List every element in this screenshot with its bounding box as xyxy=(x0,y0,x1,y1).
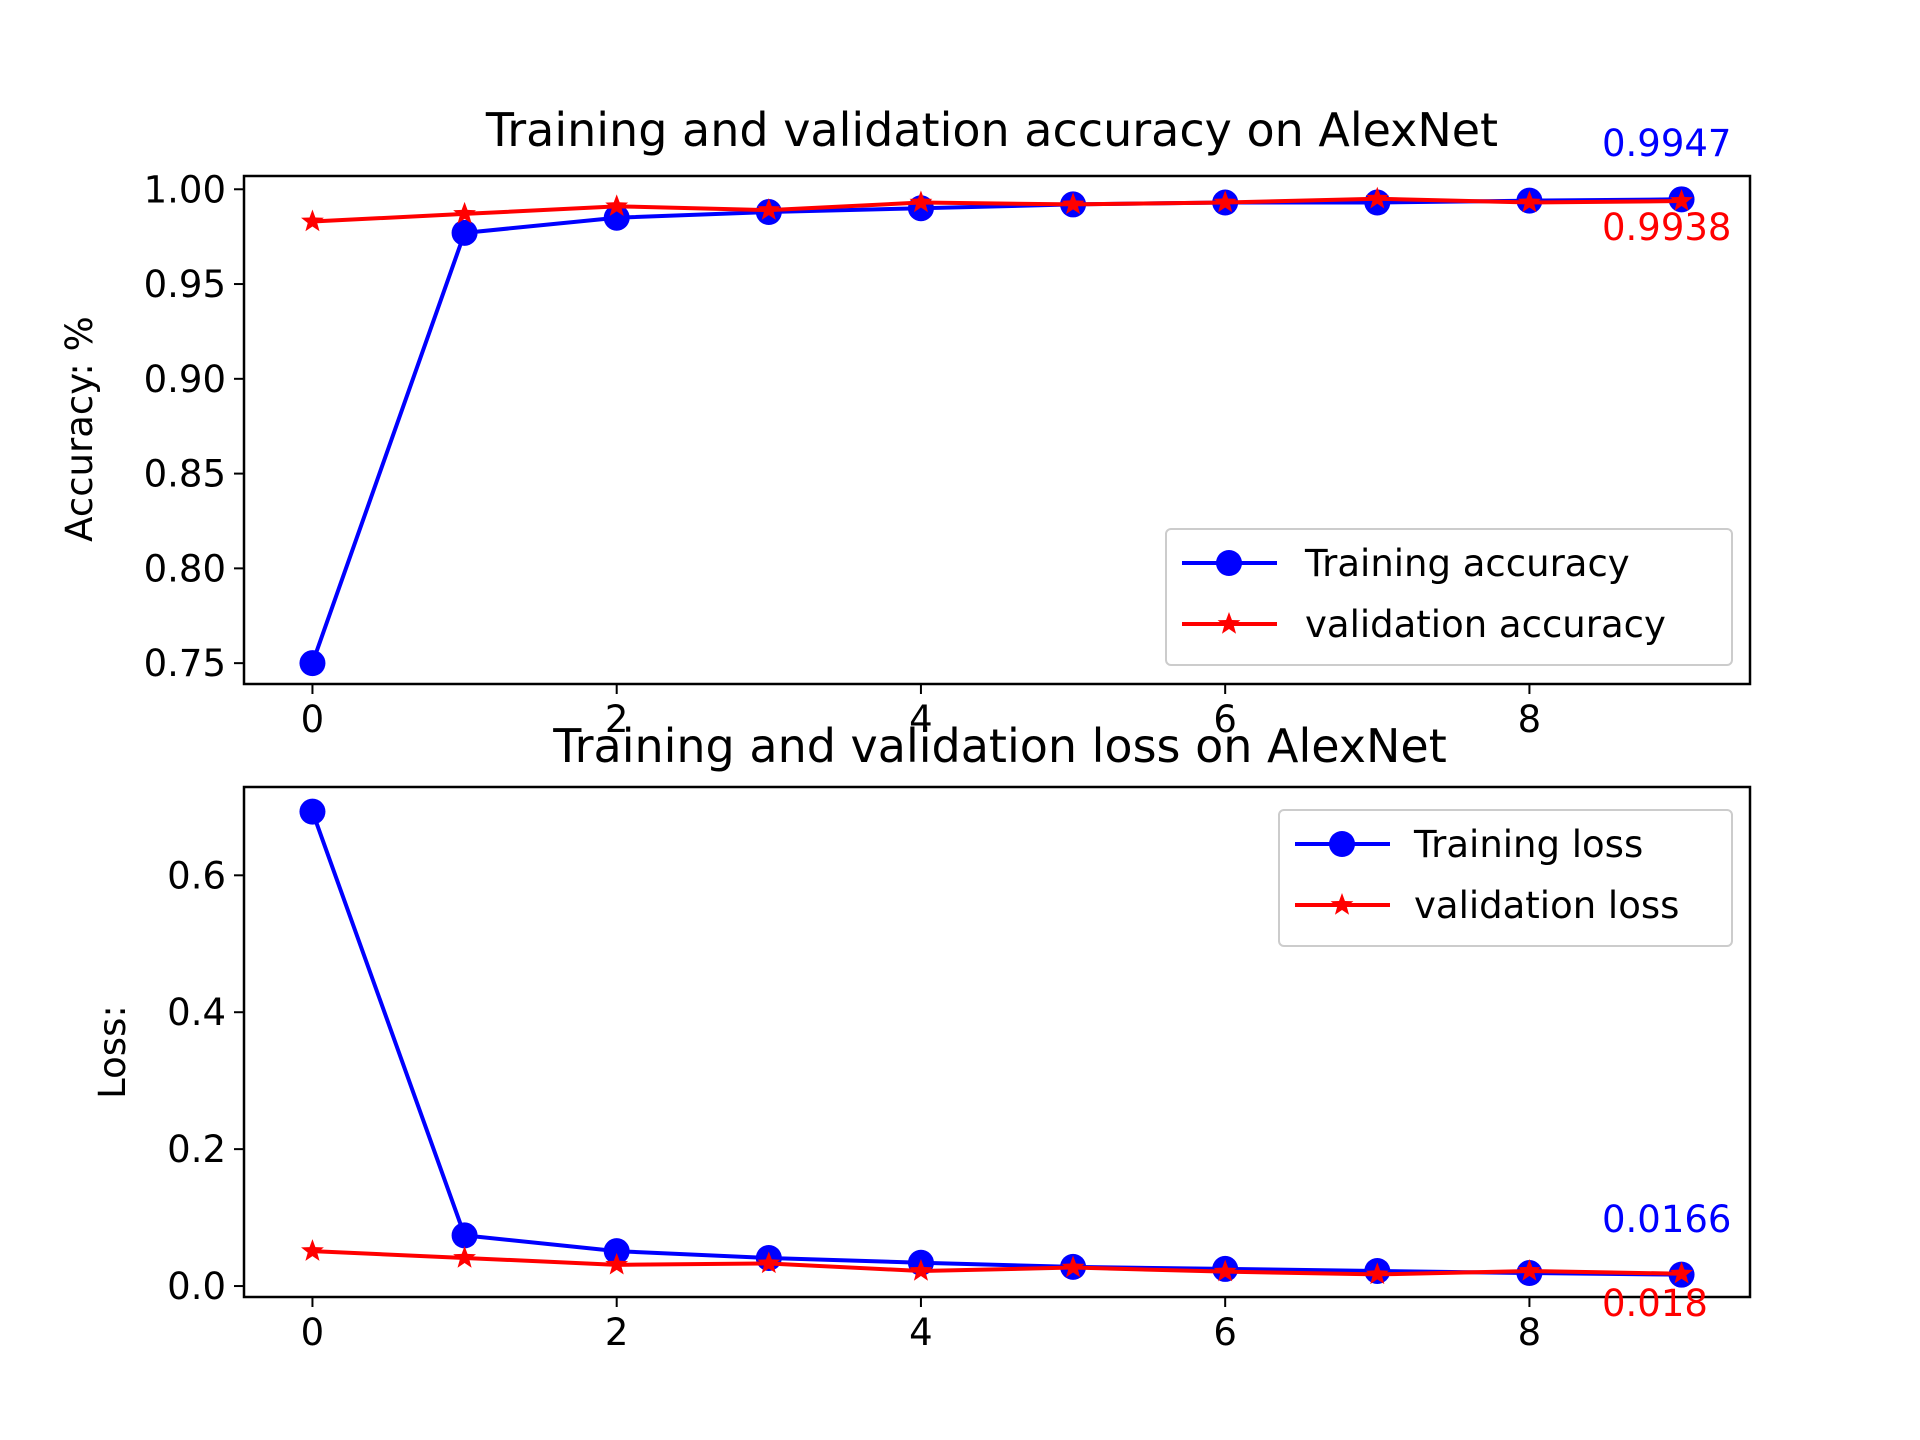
validation-loss-point xyxy=(605,1252,629,1275)
legend-validation-loss-marker xyxy=(1330,893,1354,915)
y-tick-label: 0.90 xyxy=(144,358,226,401)
legend-validation-accuracy-label: validation accuracy xyxy=(1305,603,1666,646)
training-accuracy-point xyxy=(451,219,478,246)
axes-frame xyxy=(242,174,1752,686)
loss-chart-title: Training and validation loss on AlexNet xyxy=(552,719,1447,773)
y-tick-label: 0.2 xyxy=(167,1128,226,1171)
y-tick-label: 0.80 xyxy=(144,547,226,590)
y-tick-label: 0.95 xyxy=(144,263,226,306)
validation-accuracy-point xyxy=(1518,190,1541,213)
x-tick-label: 6 xyxy=(1213,1311,1237,1354)
validation-accuracy-point xyxy=(909,190,933,213)
validation-accuracy-final-annotation: 0.9938 xyxy=(1602,206,1731,249)
validation-loss-point xyxy=(1061,1255,1085,1278)
validation-accuracy-point xyxy=(757,198,781,220)
validation-accuracy-line xyxy=(312,196,1682,224)
legend-training-accuracy-marker xyxy=(1216,550,1242,576)
validation-accuracy-point xyxy=(301,209,324,232)
validation-loss-final-annotation: 0.018 xyxy=(1602,1282,1708,1325)
legend-validation-accuracy-marker xyxy=(1217,612,1241,634)
training-accuracy-final-annotation: 0.9947 xyxy=(1602,122,1731,165)
loss-plot-area: 0 2 4 6 8 0.0 0.2 0.4 0.6 xyxy=(167,785,1752,1354)
x-tick-label: 8 xyxy=(1518,1311,1542,1354)
validation-loss-point xyxy=(1518,1258,1541,1281)
validation-accuracy-point xyxy=(1061,192,1085,215)
accuracy-legend-frame xyxy=(1165,528,1733,666)
legend-training-loss-label: Training loss xyxy=(1413,823,1643,866)
x-tick-label: 0 xyxy=(301,1311,325,1354)
x-tick-label: 2 xyxy=(605,1311,629,1354)
training-loss-point xyxy=(603,1238,630,1265)
x-tick-label: 8 xyxy=(1518,698,1542,741)
validation-loss-point xyxy=(909,1258,933,1281)
training-loss-point xyxy=(299,798,326,825)
accuracy-y-axis-label: Accuracy: % xyxy=(58,316,101,542)
validation-accuracy-point xyxy=(1213,190,1237,213)
validation-loss-point xyxy=(1365,1262,1389,1285)
training-accuracy-point xyxy=(299,650,326,677)
validation-accuracy-point xyxy=(605,194,629,217)
loss-legend-frame xyxy=(1278,809,1733,947)
legend-training-loss-marker xyxy=(1329,831,1355,857)
validation-loss-point xyxy=(757,1251,781,1274)
accuracy-chart-title: Training and validation accuracy on Alex… xyxy=(485,103,1498,157)
legend-validation-loss-label: validation loss xyxy=(1414,884,1679,927)
x-tick-label: 2 xyxy=(605,698,629,741)
y-tick-label: 0.85 xyxy=(144,453,226,496)
y-tick-label: 0.75 xyxy=(144,642,226,685)
y-tick-label: 1.00 xyxy=(144,168,226,211)
loss-subplot: Training and validation loss on AlexNet … xyxy=(91,719,1752,1354)
y-tick-label: 0.0 xyxy=(167,1265,226,1308)
validation-loss-point xyxy=(453,1245,476,1268)
accuracy-legend: Training accuracy validation accuracy xyxy=(1165,528,1733,666)
x-tick-label: 0 xyxy=(301,698,325,741)
accuracy-plot-area: 0 2 4 6 8 0.75 0.80 0.85 0.90 0.95 1.00 xyxy=(144,168,1752,741)
validation-accuracy-point xyxy=(1670,189,1693,211)
validation-loss-line xyxy=(312,1249,1682,1277)
training-loss-final-annotation: 0.0166 xyxy=(1602,1198,1731,1241)
validation-accuracy-point xyxy=(453,201,476,224)
accuracy-subplot: Training and validation accuracy on Alex… xyxy=(58,103,1752,741)
validation-loss-point xyxy=(301,1239,324,1261)
training-accuracy-point xyxy=(603,204,630,231)
x-tick-label: 4 xyxy=(909,1311,933,1354)
training-loss-point xyxy=(451,1222,478,1249)
legend-training-accuracy-label: Training accuracy xyxy=(1304,542,1630,585)
y-tick-label: 0.4 xyxy=(167,991,226,1034)
y-tick-label: 0.6 xyxy=(167,854,226,897)
x-tick-label: 6 xyxy=(1213,698,1237,741)
validation-loss-point xyxy=(1670,1261,1693,1284)
validation-loss-point xyxy=(1213,1259,1237,1282)
axes-frame xyxy=(242,785,1752,1299)
loss-legend: Training loss validation loss xyxy=(1278,809,1733,947)
validation-accuracy-point xyxy=(1365,186,1389,209)
x-tick-label: 4 xyxy=(909,698,933,741)
loss-y-axis-label: Loss: xyxy=(91,1005,134,1099)
